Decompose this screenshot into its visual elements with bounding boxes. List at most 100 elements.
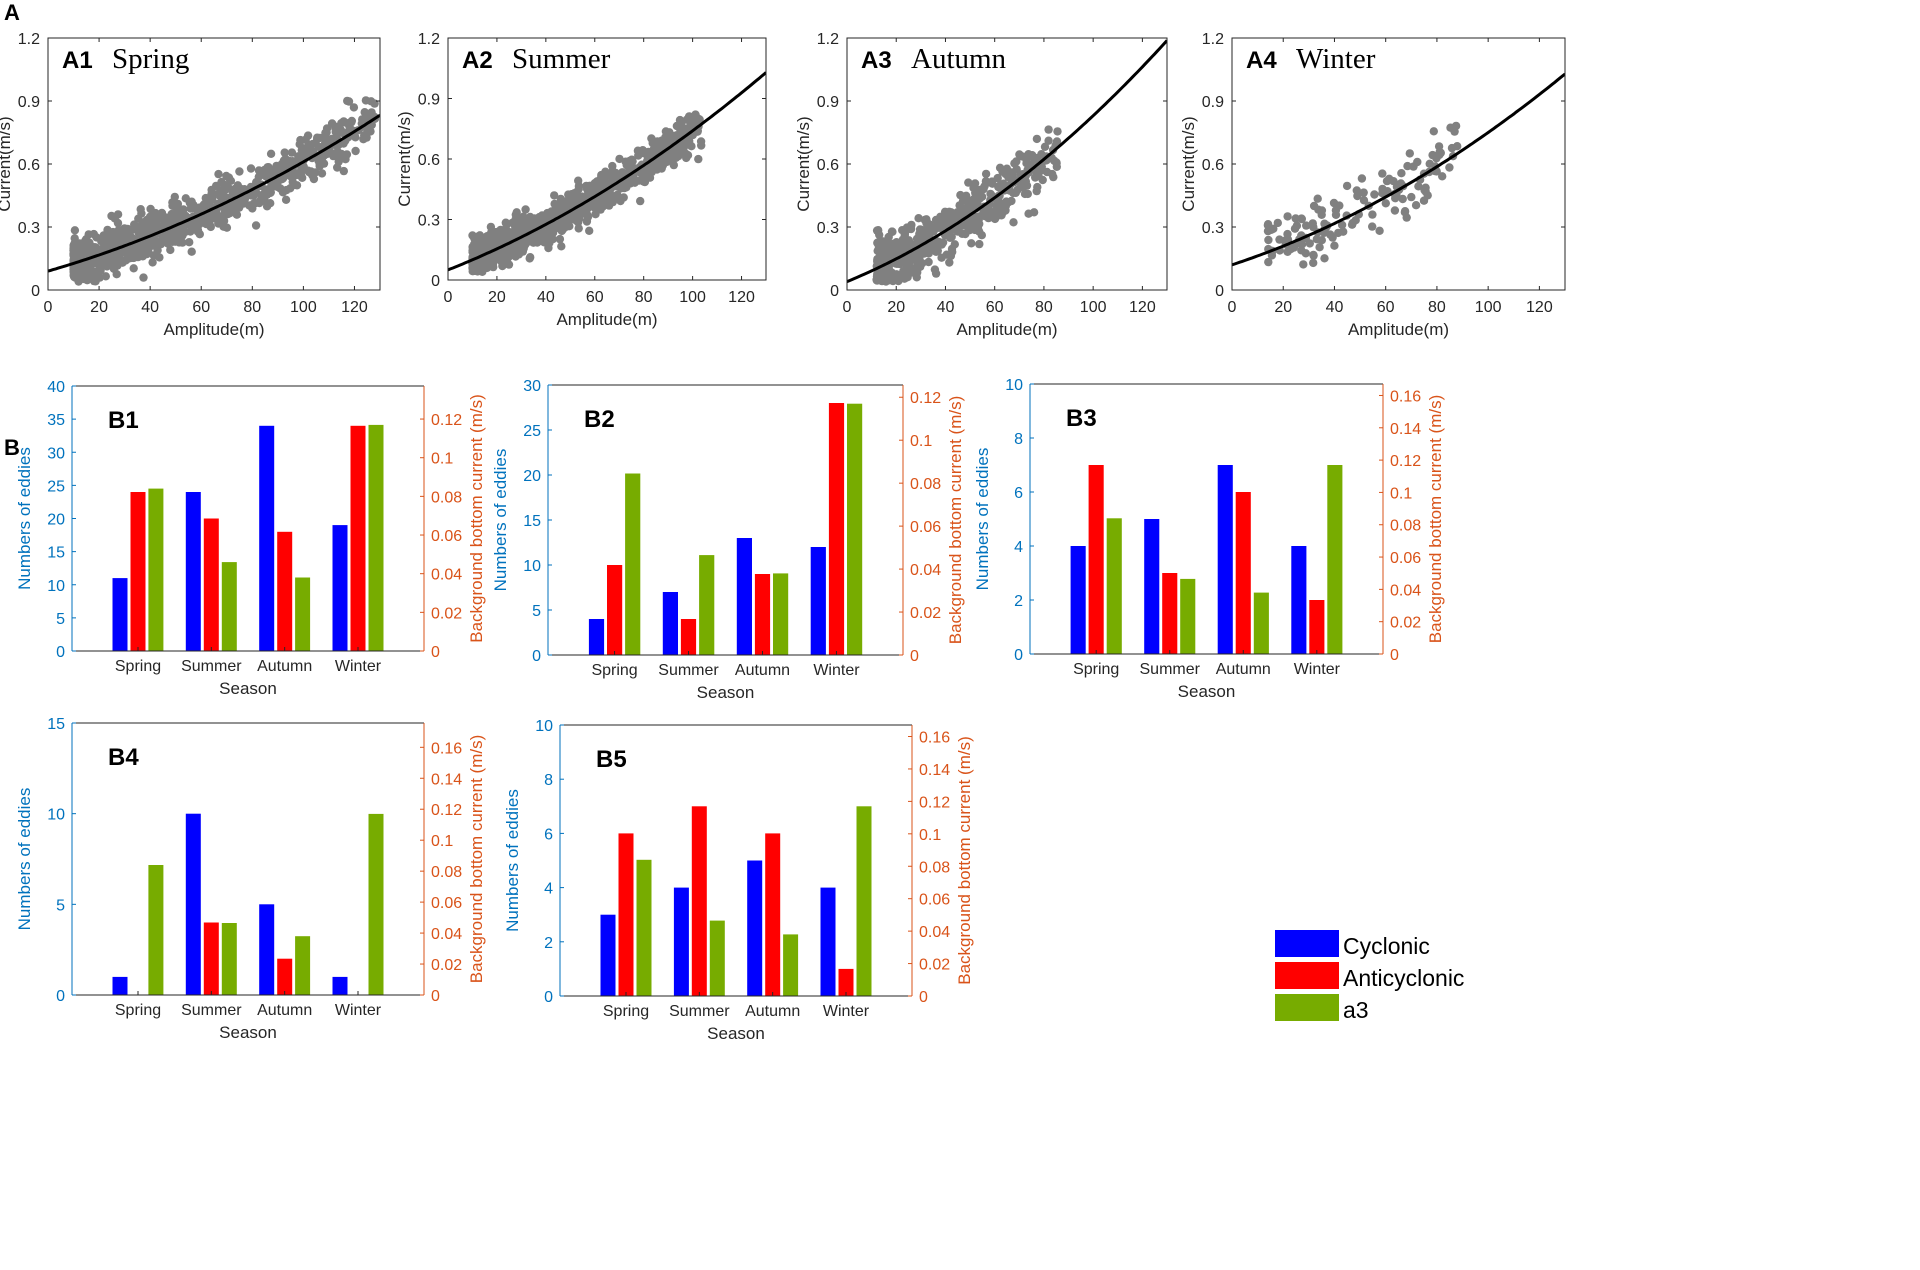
y-right-tick-label: 0.06 — [431, 528, 462, 545]
scatter-point — [361, 96, 371, 105]
scatter-point — [610, 192, 619, 201]
scatter-point — [500, 255, 510, 265]
scatter-point — [592, 177, 602, 186]
y-right-tick-label: 0.02 — [431, 957, 462, 974]
bar-anticyclonic — [130, 492, 146, 651]
scatter-point — [339, 139, 348, 148]
scatter-point — [512, 223, 522, 233]
y-left-tick-label: 5 — [56, 611, 65, 628]
scatter-point — [1025, 160, 1034, 170]
x-tick-label: Spring — [1073, 661, 1119, 678]
x-axis-label: Amplitude(m) — [956, 320, 1057, 339]
bar-cyclonic — [810, 547, 826, 655]
bar-anticyclonic — [1235, 492, 1251, 654]
x-tick-label: 80 — [1035, 299, 1053, 316]
bar-cyclonic — [736, 538, 752, 655]
scatter-point — [1446, 123, 1455, 132]
scatter-point — [627, 163, 636, 173]
y-left-tick-label: 0 — [56, 988, 65, 1005]
y-right-axis-label: Background bottom current (m/s) — [467, 394, 486, 642]
bar-cyclonic — [1070, 546, 1086, 654]
y-axis-label: Current(m/s) — [0, 116, 14, 211]
scatter-point — [567, 190, 576, 199]
scatter-point — [202, 219, 211, 229]
bar-a3 — [847, 403, 863, 655]
y-left-tick-label: 8 — [544, 772, 553, 789]
bar-a3 — [148, 865, 164, 995]
scatter-point — [82, 273, 92, 282]
scatter-point — [251, 221, 261, 230]
scatter-point — [589, 200, 599, 209]
y-left-tick-label: 35 — [47, 412, 65, 429]
x-axis-label: Season — [219, 679, 277, 698]
y-left-tick-label: 25 — [523, 423, 541, 440]
scatter-point — [945, 258, 954, 267]
y-right-tick-label: 0.12 — [431, 802, 462, 819]
scatter-point — [151, 212, 161, 221]
x-tick-label: 80 — [243, 299, 261, 316]
scatter-point — [540, 238, 549, 247]
y-tick-label: 0.6 — [18, 157, 40, 174]
scatter-point — [544, 210, 554, 219]
scatter-point — [159, 233, 168, 243]
x-tick-label: 100 — [1080, 299, 1107, 316]
scatter-point — [981, 177, 991, 186]
scatter-point — [180, 227, 189, 237]
y-right-tick-label: 0.1 — [910, 433, 932, 450]
scatter-point — [136, 205, 145, 214]
x-tick-label: 80 — [635, 289, 653, 306]
y-left-tick-label: 6 — [544, 826, 553, 843]
scatter-point — [558, 205, 567, 214]
bar-cyclonic — [600, 914, 616, 996]
y-tick-label: 0.6 — [817, 157, 839, 174]
scatter-point — [1390, 206, 1400, 215]
y-right-tick-label: 0.08 — [431, 489, 462, 506]
bar-a3 — [1327, 465, 1343, 654]
scatter-point — [1263, 220, 1273, 229]
x-tick-label: Winter — [823, 1003, 870, 1020]
scatter-point — [314, 142, 324, 152]
scatter-point — [1283, 235, 1293, 244]
scatter-point — [912, 253, 921, 262]
scatter-point — [321, 128, 330, 138]
bar-cyclonic — [185, 813, 201, 995]
scatter-point — [1425, 159, 1434, 168]
scatter-point — [149, 251, 158, 260]
scatter-point — [919, 248, 928, 258]
scatter-point — [134, 240, 144, 250]
y-left-tick-label: 4 — [1014, 539, 1023, 556]
scatter-point — [940, 214, 949, 223]
panel-tag: B2 — [584, 406, 615, 433]
bar-cyclonic — [332, 976, 348, 995]
scatter-point — [468, 242, 477, 252]
scatter-point — [995, 163, 1005, 172]
fit-curve — [448, 71, 766, 272]
bar-anticyclonic — [277, 531, 293, 652]
bar-anticyclonic — [607, 565, 623, 655]
y-right-tick-label: 0.08 — [1390, 518, 1421, 535]
scatter-points — [48, 96, 380, 286]
panel-a-label: A — [4, 0, 20, 25]
scatter-point — [914, 214, 923, 223]
scatter-point — [1453, 142, 1462, 151]
scatter-point — [235, 167, 244, 176]
x-tick-label: Winter — [335, 1002, 382, 1019]
scatter-point — [922, 215, 931, 224]
bar-anticyclonic — [691, 806, 707, 996]
scatter-point — [146, 204, 155, 214]
bar-a3 — [699, 555, 715, 655]
bar-cyclonic — [662, 592, 678, 655]
y-left-tick-label: 6 — [1014, 485, 1023, 502]
scatter-point — [324, 138, 333, 147]
scatter-point — [931, 215, 941, 225]
scatter-point — [1407, 192, 1416, 202]
bar-a3 — [295, 577, 311, 651]
scatter-point — [1292, 221, 1302, 230]
scatter-point — [331, 126, 341, 135]
scatter-point — [123, 224, 132, 234]
scatter-point — [232, 210, 242, 219]
scatter-point — [878, 237, 887, 246]
panel-tag: B4 — [108, 744, 139, 771]
scatter-point — [583, 212, 593, 222]
scatter-point — [1309, 258, 1318, 268]
